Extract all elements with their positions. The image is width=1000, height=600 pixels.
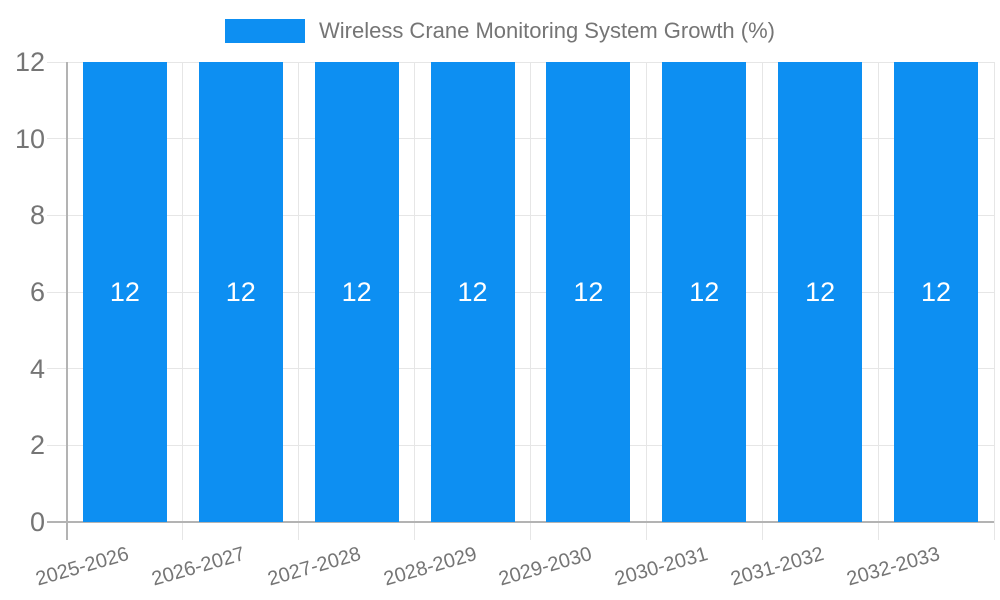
- bar[interactable]: [430, 62, 515, 522]
- gridline-horizontal: [47, 214, 994, 216]
- bar[interactable]: [198, 62, 283, 522]
- gridline-horizontal: [47, 138, 994, 140]
- plot-area: 12 12 12 12 12 12 12 12: [47, 61, 995, 540]
- bar-value-label: 12: [921, 277, 952, 307]
- bar-value-label: 12: [341, 277, 372, 307]
- gridline-vertical: [182, 62, 184, 540]
- legend-series-label: Wireless Crane Monitoring System Growth …: [318, 18, 775, 43]
- bar[interactable]: [778, 62, 863, 522]
- gridline-vertical: [877, 62, 879, 540]
- bar-value-label: 12: [573, 277, 604, 307]
- y-axis-tick-label: 8: [29, 200, 45, 231]
- bar[interactable]: [314, 62, 399, 522]
- y-axis-tick-label: 6: [29, 277, 45, 307]
- gridline-vertical: [761, 62, 763, 540]
- gridline-vertical: [414, 62, 416, 540]
- bar[interactable]: [546, 62, 631, 522]
- y-axis-tick-label: 2: [29, 430, 45, 461]
- gridline-horizontal: [47, 61, 994, 63]
- x-axis-line: [47, 521, 994, 523]
- y-axis-tick-label: 4: [29, 353, 45, 384]
- bar-value-label: 12: [805, 277, 836, 307]
- y-axis-tick-label: 12: [14, 47, 45, 77]
- bar[interactable]: [894, 62, 979, 522]
- bar-value-label: 12: [109, 277, 140, 307]
- gridline-vertical: [993, 62, 995, 540]
- bar-value-label: 12: [225, 277, 256, 307]
- y-axis-tick-label: 0: [29, 507, 45, 537]
- legend-swatch: [224, 19, 305, 43]
- bar-value-label: 12: [457, 277, 488, 307]
- y-axis-tick-label: 10: [14, 123, 45, 154]
- bar[interactable]: [662, 62, 747, 522]
- gridline-horizontal: [47, 291, 994, 293]
- gridline-vertical: [530, 62, 531, 540]
- chart-legend[interactable]: Wireless Crane Monitoring System Growth …: [0, 18, 1000, 43]
- gridline-vertical: [645, 62, 647, 540]
- bar[interactable]: [82, 62, 167, 522]
- bar-value-label: 12: [689, 277, 720, 307]
- y-axis-line: [66, 62, 68, 540]
- gridline-vertical: [298, 62, 300, 540]
- gridline-horizontal: [47, 368, 994, 370]
- gridline-horizontal: [47, 444, 994, 446]
